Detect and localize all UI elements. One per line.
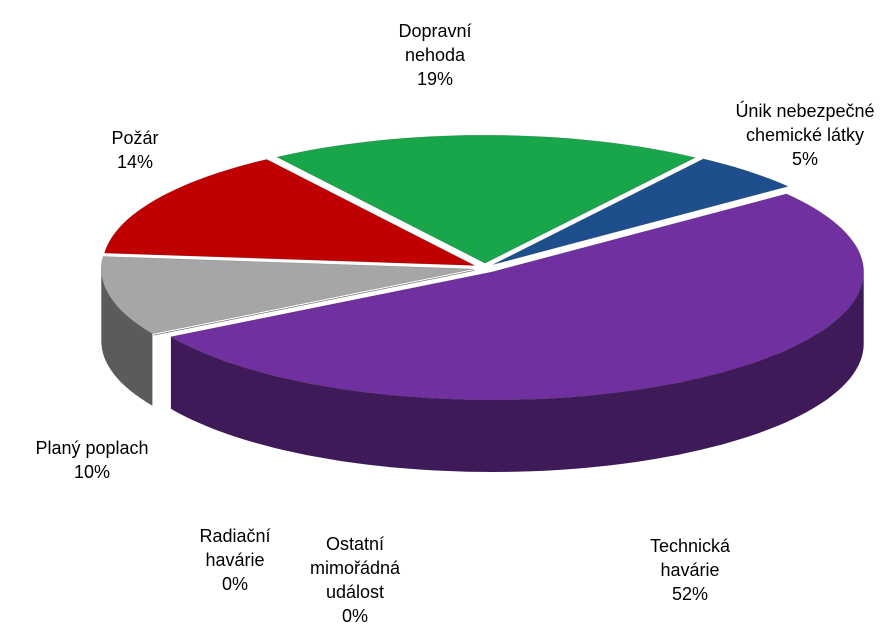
value-label: 10% [73, 462, 111, 482]
category-label: Požár [111, 128, 159, 148]
category-label: Únik nebezpečné chemické látky [735, 101, 875, 145]
category-label: Technická havárie [649, 536, 731, 580]
slice-label: Požár 14% [85, 126, 185, 174]
slice [153, 270, 475, 336]
category-label: Planý poplach [35, 438, 149, 458]
slice-label: Technická havárie 52% [630, 534, 750, 606]
slice-label: Radiační havárie 0% [180, 524, 290, 596]
value-label: 19% [416, 69, 454, 89]
slice-label: Únik nebezpečné chemické látky 5% [720, 99, 890, 171]
slice [276, 134, 696, 264]
value-label: 5% [791, 149, 818, 169]
slice [101, 256, 474, 335]
slice [104, 159, 475, 266]
slice [493, 158, 789, 265]
value-label: 0% [341, 606, 368, 626]
slice-side [170, 272, 864, 472]
category-label: Dopravní nehoda [398, 21, 472, 65]
category-label: Radiační havárie [199, 526, 271, 570]
slice-side [101, 269, 153, 406]
value-label: 0% [221, 574, 248, 594]
category-label: Ostatní mimořádná událost [309, 534, 401, 602]
value-label: 14% [116, 152, 154, 172]
value-label: 52% [671, 584, 709, 604]
slice-label: Dopravní nehoda 19% [370, 19, 500, 91]
slice-label: Planý poplach 10% [0, 436, 187, 484]
slice [170, 193, 864, 401]
slice-label: Ostatní mimořádná událost 0% [295, 532, 415, 628]
